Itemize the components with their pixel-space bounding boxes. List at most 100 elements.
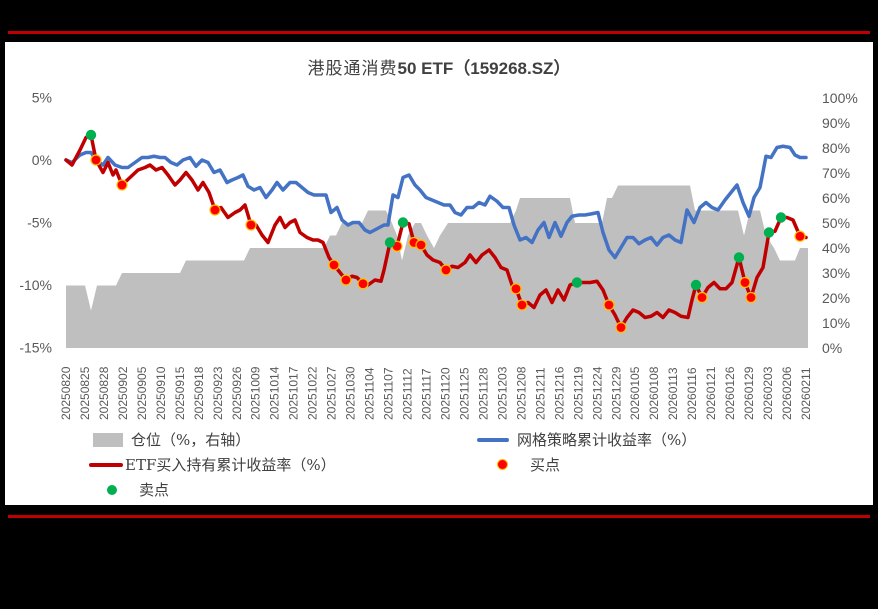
green-dot-icon [107,484,117,495]
buy-point [116,179,128,191]
right-y-tick: 70% [822,165,850,181]
legend-item-grid: 网格策略累计收益率（%） [477,429,696,450]
x-tick-label: 20260126 [723,366,737,420]
x-tick-label: 20260116 [685,367,699,420]
left-y-tick: -15% [19,340,52,356]
legend-label-grid: 网格策略累计收益率（%） [517,431,697,449]
x-tick-label: 20260108 [647,366,661,420]
x-tick-label: 20251216 [552,366,566,420]
bottom-red-rule [8,515,870,518]
x-tick-label: 20260113 [666,367,680,420]
chart-title: 港股通消费50 ETF（159268.SZ） [5,54,873,79]
x-tick-label: 20250825 [78,366,92,420]
x-tick-label: 20251203 [495,366,509,420]
sell-point [85,129,97,141]
sell-point [733,252,745,263]
chart-panel: 港股通消费50 ETF（159268.SZ） 5% 0% -5% -10% -15% 1… [5,42,873,505]
position-area-series [66,185,808,348]
grid-strategy-line-series [64,144,808,260]
x-tick-label: 20251128 [476,367,490,420]
legend-item-etf: ETF买入持有累计收益率（%） [89,454,336,475]
x-tick-label: 20250820 [59,366,73,420]
x-tick-label: 20251017 [287,366,301,420]
x-tick-label: 20251030 [344,366,358,420]
chart-title-en: 50 ETF（159268.SZ） [397,59,571,78]
x-tick-label: 20251022 [306,366,320,420]
x-tick-label: 20260211 [799,367,813,420]
x-tick-label: 20251009 [249,366,263,420]
buy-point [90,154,102,166]
x-tick-label: 20250828 [97,366,111,420]
legend-label-buy: 买点 [530,456,561,474]
x-tick-label: 20250918 [192,366,206,420]
x-tick-label: 20251125 [457,367,471,420]
x-tick-label: 20260203 [761,366,775,420]
blue-line-swatch-icon [477,437,509,442]
x-tick-label: 20260206 [780,366,794,420]
buy-point [209,204,221,216]
left-y-tick: -5% [27,215,52,231]
x-tick-label: 20260105 [628,366,642,420]
buy-point [603,299,615,311]
left-y-tick: -10% [19,277,52,293]
sell-point [690,279,702,291]
right-y-tick: 20% [822,290,850,306]
legend-item-buy: 买点 [487,454,560,475]
etf-hold-line-series [64,133,808,330]
x-tick-label: 20251112 [401,368,415,420]
legend-item-sell: 卖点 [97,479,169,500]
buy-point [794,230,806,242]
right-y-axis: 100% 90% 80% 70% 60% 50% 40% 30% 20% 10% 0% [822,90,858,356]
x-tick-label: 20251211 [533,367,547,420]
x-tick-label: 20250905 [135,366,149,420]
x-axis: 20250820 20250825 20250828 20250902 20250905… [59,366,813,420]
right-y-tick: 0% [822,340,842,356]
left-y-tick: 0% [32,152,52,168]
buy-point [328,259,340,271]
buy-point [510,283,522,295]
x-tick-label: 20250926 [230,366,244,420]
x-tick-label: 20251229 [609,366,623,420]
sell-point [763,227,775,238]
sell-point [384,237,396,248]
top-red-rule [8,31,870,34]
buy-point [340,274,352,286]
chart-title-cn: 港股通消费 [307,59,398,79]
red-dot-icon [497,459,508,470]
buy-point [615,321,627,334]
etf-hold-line [64,133,808,330]
x-tick-label: 20260129 [742,366,756,420]
right-y-tick: 60% [822,190,850,206]
sell-points-series [85,129,787,291]
right-y-tick: 80% [822,140,850,156]
legend-label-sell: 卖点 [139,481,170,499]
x-tick-label: 20251104 [363,367,377,420]
buy-points-series [90,154,806,334]
x-tick-label: 20251208 [514,366,528,420]
right-y-tick: 30% [822,265,850,281]
right-y-tick: 50% [822,215,850,231]
buy-point [357,278,369,290]
left-y-tick: 5% [32,90,52,106]
x-tick-label: 20260121 [704,366,718,420]
right-y-tick: 90% [822,115,850,131]
x-tick-label: 20251117 [420,368,434,420]
gray-area-swatch-icon [93,432,123,447]
buy-point [415,239,427,251]
buy-point [516,299,528,311]
x-tick-label: 20250915 [173,366,187,420]
x-tick-label: 20251107 [382,367,396,420]
buy-point [745,291,757,304]
buy-point [440,264,452,276]
x-tick-label: 20250923 [211,366,225,420]
line-chart: 5% 0% -5% -10% -15% 100% 90% 80% 70% 60% 50% 40% 30… [19,90,858,421]
sell-point [775,212,787,223]
x-tick-label: 20251219 [571,366,585,420]
sell-point [571,277,583,288]
x-tick-label: 20251014 [268,366,282,420]
grid-strategy-line [64,144,808,260]
legend-label-position: 仓位（%，右轴） [131,431,251,449]
red-line-swatch-icon [89,462,123,467]
right-y-tick: 100% [822,90,858,106]
buy-point [696,291,708,304]
